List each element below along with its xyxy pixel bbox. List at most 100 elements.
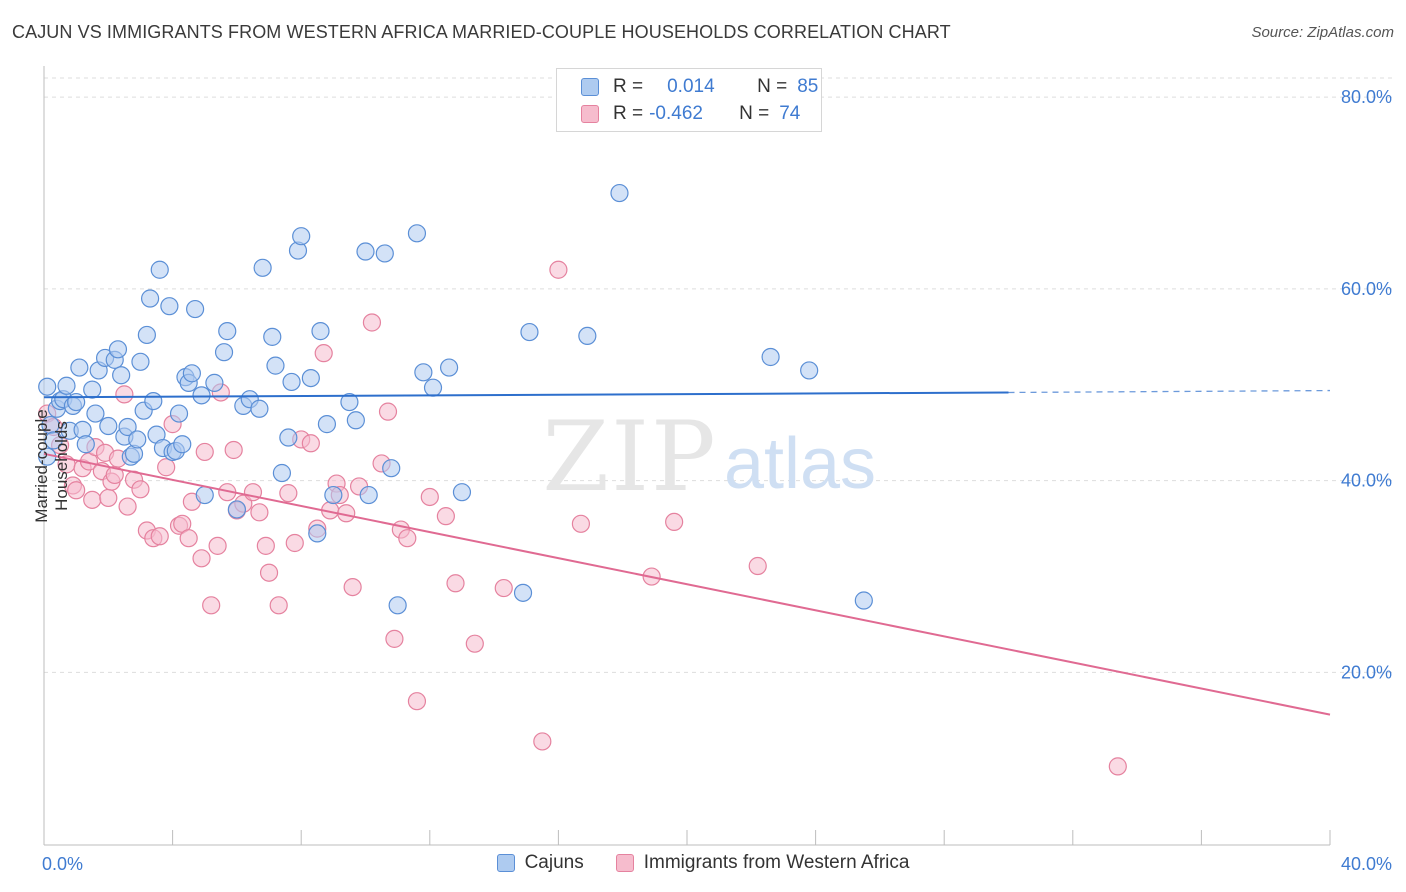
cajuns-point	[169, 404, 189, 423]
immigrants-point	[446, 574, 465, 593]
cajuns-point	[356, 242, 375, 261]
cajuns-point	[195, 485, 214, 505]
immigrants-point	[407, 692, 427, 711]
watermark: ZIP atlas	[542, 401, 876, 513]
legend-r-value: -0.462	[649, 103, 703, 124]
cajuns-point	[301, 368, 320, 388]
cajuns-point	[108, 340, 128, 359]
immigrants-point	[250, 503, 269, 522]
cajuns-point	[279, 428, 298, 447]
cajuns-trend-line	[43, 391, 1009, 399]
immigrants-point	[131, 480, 150, 499]
legend-row-cajuns: R = 0.014 N = 85	[581, 74, 818, 100]
cajuns-point	[263, 327, 282, 346]
cajuns-point	[346, 411, 365, 430]
cajuns-point	[214, 343, 234, 362]
immigrants-point	[665, 512, 684, 532]
immigrants-point	[533, 732, 552, 751]
cajuns-point	[439, 358, 459, 377]
legend-n-value: 74	[779, 103, 801, 124]
cajuns-point	[382, 459, 401, 478]
immigrants-point	[378, 402, 398, 421]
immigrants-point	[314, 344, 333, 363]
cajuns-point	[250, 399, 269, 418]
legend-r-value: 0.014	[667, 76, 715, 97]
cajuns-point	[282, 372, 301, 392]
immigrants-point	[385, 629, 404, 648]
immigrants-point	[269, 596, 288, 615]
cajuns-point	[38, 377, 57, 396]
immigrants-point	[118, 497, 137, 516]
legend-label-immigrants: Immigrants from Western Africa	[643, 852, 910, 873]
cajuns-point	[83, 380, 102, 399]
cajuns-point	[340, 392, 359, 412]
legend-label-cajuns: Cajuns	[524, 852, 584, 873]
cajuns-point	[272, 463, 292, 483]
gridlines	[44, 77, 1392, 673]
legend-row-immigrants: R = -0.462 N = 74	[581, 101, 800, 127]
cajuns-point	[423, 378, 443, 397]
cajuns-point	[137, 325, 156, 345]
immigrants-point	[202, 596, 221, 615]
immigrants-point	[99, 488, 118, 508]
cajuns-point	[520, 322, 539, 342]
cajuns-point	[359, 485, 378, 505]
series-legend: Cajuns Immigrants from Western Africa	[0, 852, 1406, 874]
cajuns-point	[218, 322, 237, 341]
immigrants-point	[115, 385, 134, 404]
cajuns-point	[57, 376, 76, 395]
immigrants-point	[195, 442, 214, 462]
tick-labels: 20.0% 40.0% 60.0% 80.0% 0.0% 40.0%	[42, 87, 1392, 874]
immigrants-point	[549, 260, 568, 279]
immigrants-trend-line	[43, 452, 1331, 716]
y-tick-label: 80.0%	[1341, 87, 1392, 107]
trend-lines	[43, 389, 1331, 716]
cajuns-point	[266, 356, 285, 375]
immigrants-point	[157, 458, 176, 477]
immigrants-point	[256, 536, 275, 555]
immigrants-point	[179, 529, 198, 548]
legend-r-label: R =	[613, 103, 644, 124]
immigrants-point	[67, 481, 86, 500]
legend-n-label: N =	[739, 103, 770, 124]
immigrants-point	[748, 556, 767, 576]
immigrants-point	[343, 577, 362, 597]
chart-title: CAJUN VS IMMIGRANTS FROM WESTERN AFRICA …	[12, 22, 951, 42]
watermark-zip: ZIP	[542, 401, 717, 513]
cajuns-point	[253, 258, 272, 277]
immigrants-point	[301, 434, 320, 453]
cajuns-point	[144, 391, 163, 411]
cajuns-point	[182, 364, 201, 383]
cajuns-point	[452, 483, 472, 502]
legend-item-immigrants[interactable]: Immigrants from Western Africa	[615, 852, 910, 874]
cajuns-point	[186, 299, 205, 319]
cajuns-point	[70, 358, 89, 377]
legend-item-cajuns[interactable]: Cajuns	[496, 852, 584, 874]
cajuns-point	[324, 485, 343, 505]
cajuns-point	[375, 244, 394, 263]
series-cajuns-points	[38, 183, 873, 615]
legend-swatch-cajuns	[496, 854, 515, 872]
legend-swatch-cajuns	[581, 78, 599, 96]
cajuns-point	[112, 366, 131, 385]
immigrants-point	[494, 578, 513, 598]
immigrants-point	[192, 549, 211, 568]
cajuns-point	[99, 416, 118, 436]
immigrants-point	[259, 563, 279, 582]
cajuns-point	[407, 224, 427, 243]
immigrants-point	[465, 634, 484, 653]
cajuns-point	[578, 326, 597, 346]
immigrants-point	[571, 514, 591, 533]
y-tick-label: 40.0%	[1341, 471, 1392, 491]
immigrants-point	[362, 313, 382, 332]
cajuns-point	[131, 352, 150, 371]
cajuns-point	[414, 363, 433, 382]
immigrants-point	[150, 527, 169, 546]
cajuns-point	[227, 500, 246, 519]
cajuns-point	[311, 322, 330, 341]
legend-swatch-immigrants	[615, 854, 634, 872]
cajuns-point	[160, 297, 179, 316]
legend-n-value: 85	[797, 76, 819, 97]
cajuns-point	[388, 596, 407, 615]
